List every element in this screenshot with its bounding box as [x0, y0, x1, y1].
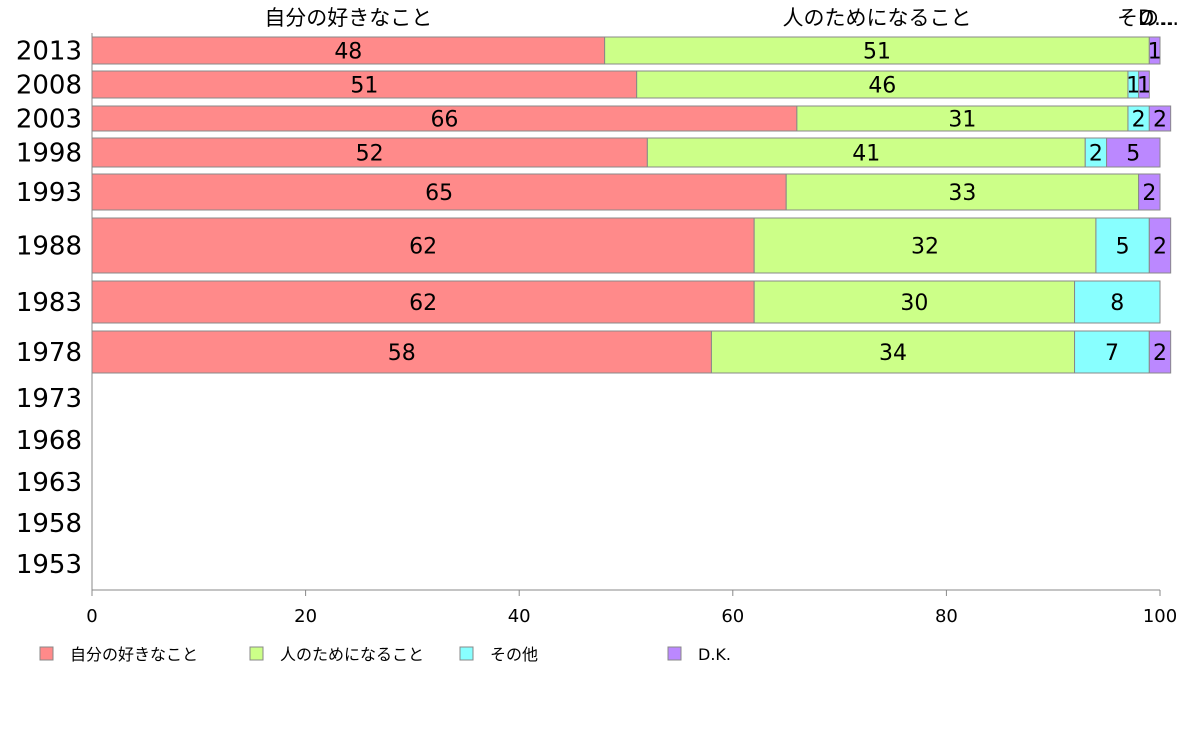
data-label-1983-3: 8	[1110, 291, 1124, 316]
data-label-2003-3: 2	[1132, 108, 1146, 133]
legend-swatch-2	[249, 646, 264, 661]
data-label-1993-2: 33	[948, 181, 976, 206]
bar-segment-2013-2	[604, 36, 1150, 65]
data-label-1988-2: 32	[911, 235, 939, 260]
year-label-2003: 2003	[16, 105, 82, 135]
data-label-2008-2: 46	[868, 74, 896, 99]
legend-label-4: D.K.	[698, 645, 731, 664]
bar-segment-1983-3	[1074, 280, 1161, 324]
bar-segment-1988-1	[91, 217, 755, 274]
bar-segment-1983-1	[91, 280, 755, 324]
data-label-2003-2: 31	[948, 108, 976, 133]
data-label-2013-1: 48	[334, 40, 362, 65]
data-label-1983-2: 30	[900, 291, 928, 316]
year-label-1988: 1988	[16, 232, 82, 262]
bar-segment-1978-1	[91, 330, 712, 374]
data-label-1998-4: 5	[1126, 142, 1140, 167]
data-label-2008-3: 1	[1126, 74, 1140, 99]
data-label-1978-2: 34	[879, 341, 907, 366]
data-label-1998-2: 41	[852, 142, 880, 167]
data-label-1978-4: 2	[1153, 341, 1167, 366]
data-label-2008-1: 51	[350, 74, 378, 99]
top-label-3: その...	[1117, 6, 1179, 30]
x-tick-label-20: 20	[294, 606, 317, 627]
data-label-1978-1: 58	[388, 341, 416, 366]
data-label-2013-2: 51	[863, 40, 891, 65]
x-axis: 0 20 40 60 80 100	[86, 33, 1177, 627]
year-label-1968: 1968	[16, 426, 82, 456]
year-label-1983: 1983	[16, 288, 82, 318]
data-label-1993-1: 65	[425, 181, 453, 206]
legend-swatch-3	[459, 646, 474, 661]
year-label-1978: 1978	[16, 338, 82, 368]
bar-segment-2003-4	[1148, 105, 1172, 132]
year-label-1953: 1953	[16, 550, 82, 580]
data-label-2013-4: 1	[1148, 40, 1162, 65]
legend-label-1: 自分の好きなこと	[70, 645, 198, 664]
bar-segment-1998-4	[1106, 137, 1161, 168]
year-label-2013: 2013	[16, 37, 82, 67]
bar-segment-1978-4	[1148, 330, 1172, 374]
bar-segment-1993-2	[785, 173, 1140, 211]
top-label-4: D...	[1138, 6, 1174, 30]
legend-swatch-4	[667, 646, 682, 661]
bar-segment-1993-1	[91, 173, 787, 211]
year-label-2008: 2008	[16, 71, 82, 101]
data-label-1983-1: 62	[409, 291, 437, 316]
year-label-1998: 1998	[16, 139, 82, 169]
legend-label-2: 人のためになること	[280, 645, 424, 664]
year-label-1958: 1958	[16, 509, 82, 539]
data-label-1993-4: 2	[1142, 181, 1156, 206]
year-label-1993: 1993	[16, 178, 82, 208]
bar-segment-1978-3	[1074, 330, 1150, 374]
top-label-2: 人のためになること	[782, 6, 971, 30]
data-label-1988-1: 62	[409, 235, 437, 260]
bar-segment-1978-2	[710, 330, 1076, 374]
bar-segment-1988-3	[1095, 217, 1150, 274]
x-tick-label-100: 100	[1143, 606, 1177, 627]
bar-segment-2013-1	[91, 36, 606, 65]
data-label-1988-4: 2	[1153, 235, 1167, 260]
data-label-1978-3: 7	[1105, 341, 1119, 366]
x-tick-label-40: 40	[508, 606, 531, 627]
data-label-2003-4: 2	[1153, 108, 1167, 133]
bar-segment-1988-2	[753, 217, 1097, 274]
data-label-1998-3: 2	[1089, 142, 1103, 167]
year-axis-labels: 2013 2008 2003 1998 1993 1988 1983 1978 1973 1968…	[16, 37, 82, 581]
top-category-labels: 自分の好きなこと 人のためになること その...D...	[264, 6, 1179, 30]
top-label-1: 自分の好きなこと	[264, 6, 432, 30]
bar-segment-1993-4	[1138, 173, 1161, 211]
x-tick-label-60: 60	[721, 606, 744, 627]
legend: 自分の好きなこと 人のためになること その他 D.K.	[39, 645, 731, 664]
bar-segment-1988-4	[1148, 217, 1172, 274]
bar-segment-2008-4	[1138, 70, 1150, 99]
data-label-2008-4: 1	[1137, 74, 1151, 99]
year-label-1973: 1973	[16, 384, 82, 414]
data-label-2003-1: 66	[430, 108, 458, 133]
year-label-1963: 1963	[16, 468, 82, 498]
bar-segment-2013-4	[1148, 36, 1161, 65]
bar-segment-1983-2	[753, 280, 1076, 324]
x-tick-label-80: 80	[935, 606, 958, 627]
bar-segment-2008-2	[636, 70, 1129, 99]
legend-label-3: その他	[490, 645, 538, 664]
legend-swatch-1	[39, 646, 54, 661]
data-label-1988-3: 5	[1116, 235, 1130, 260]
data-label-1998-1: 52	[356, 142, 384, 167]
x-tick-label-0: 0	[86, 606, 97, 627]
